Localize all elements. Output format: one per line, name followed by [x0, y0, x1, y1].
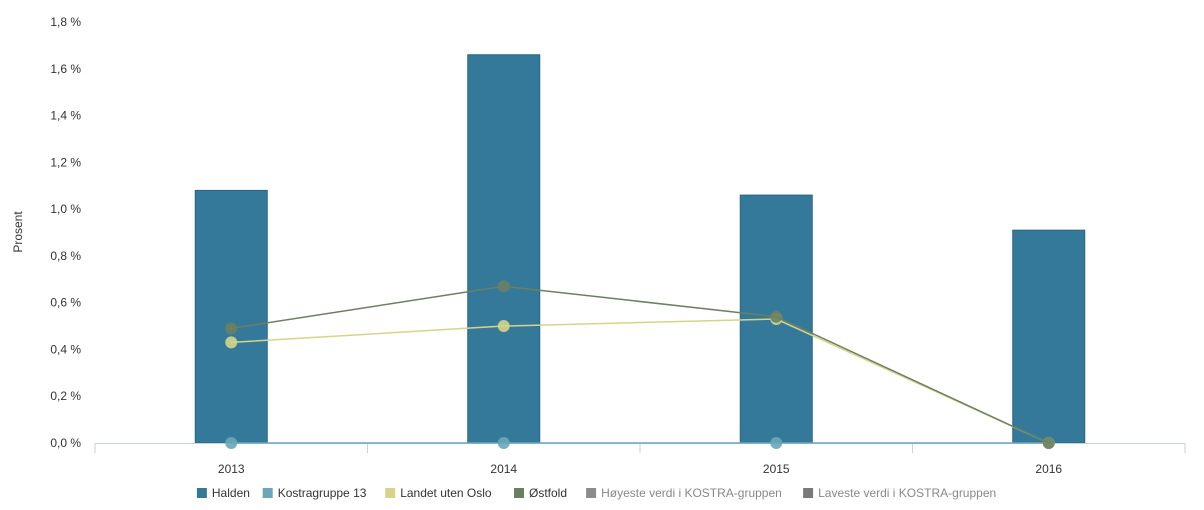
series-point[interactable]: [497, 320, 510, 333]
y-tick-label: 0,4 %: [50, 342, 81, 356]
legend-item-label[interactable]: Høyeste verdi i KOSTRA-gruppen: [601, 486, 782, 500]
legend-item-label[interactable]: Landet uten Oslo: [400, 486, 492, 500]
legend-item-label[interactable]: Halden: [212, 486, 250, 500]
y-axis: 0,0 % 0,2 % 0,4 % 0,6 % 0,8 % 1,0 % 1,2 % 1,4 %…: [50, 15, 81, 450]
y-tick-label: 0,8 %: [50, 249, 81, 263]
legend-swatch: [196, 488, 207, 498]
series-point[interactable]: [225, 322, 238, 335]
x-tick-label: 2015: [763, 462, 790, 476]
series-line: [231, 285, 1050, 444]
bar[interactable]: [1012, 229, 1086, 444]
y-tick-label: 0,0 %: [50, 436, 81, 450]
y-tick-label: 1,0 %: [50, 202, 81, 216]
y-axis-title: Prosent: [11, 211, 25, 253]
y-tick-label: 1,8 %: [50, 15, 81, 29]
y-tick-label: 1,4 %: [50, 109, 81, 123]
series-point[interactable]: [225, 336, 238, 349]
legend-swatch: [262, 488, 273, 498]
series-point[interactable]: [225, 437, 238, 449]
y-tick-label: 0,6 %: [50, 296, 81, 310]
legend-swatch: [385, 488, 396, 498]
legend-item-label[interactable]: Østfold: [529, 486, 567, 500]
series-point[interactable]: [1042, 437, 1055, 449]
legend-swatch: [803, 488, 814, 498]
legend-item-label[interactable]: Kostragruppe 13: [278, 486, 367, 500]
bars: [194, 54, 1086, 444]
y-tick-label: 1,2 %: [50, 155, 81, 169]
legend: Halden Kostragruppe 13 Landet uten Oslo Øst…: [196, 486, 996, 500]
x-tick-label: 2014: [490, 462, 517, 476]
x-tick-label: 2013: [218, 462, 245, 476]
legend-swatch: [514, 488, 524, 498]
x-axis: 2013 2014 2015 2016: [94, 443, 1186, 476]
series-point[interactable]: [497, 437, 510, 449]
bar[interactable]: [194, 189, 268, 444]
lines: [225, 280, 1055, 449]
y-tick-label: 0,2 %: [50, 389, 81, 403]
legend-item-label[interactable]: Laveste verdi i KOSTRA-gruppen: [818, 486, 996, 500]
y-tick-label: 1,6 %: [50, 62, 81, 76]
x-tick-label: 2016: [1035, 462, 1062, 476]
series-point[interactable]: [770, 437, 783, 449]
series-line: [231, 318, 1050, 444]
legend-swatch: [586, 488, 597, 498]
series-point[interactable]: [770, 310, 783, 323]
series-point[interactable]: [497, 280, 510, 293]
bar[interactable]: [467, 54, 541, 444]
